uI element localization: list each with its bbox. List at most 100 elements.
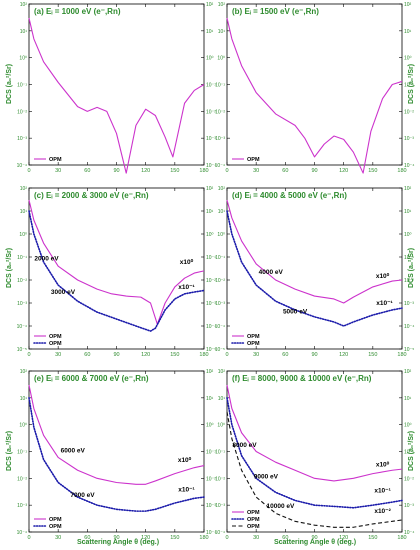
x-axis-label-right: Scattering Angle θ (deg.) — [274, 539, 356, 546]
panel-a-ytick-label: 10⁻³ — [17, 136, 27, 142]
panel-d-annotation: x10⁰ — [376, 272, 390, 280]
panel-f-title: (f) Eᵢ = 8000, 9000 & 10000 eV (e⁻,Rn) — [232, 374, 372, 383]
panel-b-ytick-label-right: 10² — [404, 2, 412, 8]
panel-c-ytick-label: 10⁻³ — [17, 301, 27, 307]
panel-f-legend-label: OPM — [247, 524, 260, 530]
panel-f-annotation: x10⁰ — [376, 460, 390, 468]
panel-f-ytick-label-right: 10⁻³ — [404, 503, 414, 509]
panel-b-xtick-label: 150 — [368, 168, 377, 174]
panel-d-xtick-label: 90 — [311, 352, 317, 358]
panel-c-ytick-label-right: 10⁻⁵ — [206, 347, 216, 353]
panel-b-xtick-label: 60 — [282, 168, 288, 174]
panel-d-xtick-label: 180 — [397, 352, 406, 358]
panel-d-ytick-label-right: 10² — [404, 186, 412, 192]
panel-b-ytick-label: 10⁻¹ — [215, 83, 225, 89]
panel-b-ytick-label-right: 10¹ — [404, 29, 412, 35]
panel-e-ytick-label: 10¹ — [20, 396, 28, 402]
panel-e-xtick-label: 30 — [55, 535, 61, 541]
panel-d-legend-label: OPM — [247, 334, 260, 340]
panel-e-title: (e) Eᵢ = 6000 & 7000 eV (e⁻,Rn) — [34, 374, 149, 383]
panel-a-ytick-label-right: 10⁰ — [206, 56, 214, 62]
panel-a-ytick-label: 10⁻⁴ — [17, 163, 27, 169]
panel-b-xtick-label: 0 — [225, 168, 228, 174]
panel-a-xtick-label: 60 — [84, 168, 90, 174]
panel-f-ytick-label: 10¹ — [218, 396, 226, 402]
panel-c-ytick-label: 10⁻⁵ — [17, 347, 27, 353]
panel-c-ytick-label: 10¹ — [20, 209, 28, 215]
panel-d-ytick-label-right: 10⁻³ — [404, 301, 414, 307]
panel-a-ytick-label-right: 10¹ — [206, 29, 214, 35]
panel-a-xtick-label: 120 — [141, 168, 150, 174]
panel-b-xtick-label: 90 — [311, 168, 317, 174]
panel-e-ytick-label-right: 10⁻² — [206, 476, 216, 482]
panel-c-ytick-label: 10² — [20, 186, 28, 192]
panel-c-ytick-label-right: 10¹ — [206, 209, 214, 215]
panel-d-annotation: 4000 eV — [259, 269, 284, 276]
panel-a-title: (a) Eᵢ = 1000 eV (e⁻,Rn) — [34, 7, 121, 16]
panel-a-ytick-label-right: 10² — [206, 2, 214, 8]
panel-e-series-1-line — [28, 384, 205, 485]
panel-c-ytick-label: 10⁰ — [19, 232, 27, 238]
panel-d-ytick-label: 10¹ — [218, 209, 226, 215]
panel-a-frame — [28, 3, 205, 166]
panel-c-xtick-label: 180 — [199, 352, 208, 358]
panel-f-xtick-label: 120 — [339, 535, 348, 541]
panel-f-annotation: 9000 eV — [254, 473, 279, 480]
panel-b-ytick-label: 10⁻⁴ — [215, 163, 225, 169]
panel-f-annotation: 8000 eV — [232, 442, 257, 449]
panel-b-ytick-label-right: 10⁻⁴ — [404, 163, 414, 169]
panel-b-ytick-label: 10⁰ — [217, 56, 225, 62]
panel-e-ytick-label: 10⁻³ — [17, 503, 27, 509]
panel-f-ytick-label: 10² — [218, 369, 226, 375]
panel-d-ytick-label: 10² — [218, 186, 226, 192]
x-axis-label-left: Scattering Angle θ (deg.) — [77, 539, 159, 546]
panel-d-ytick-label-right: 10⁰ — [404, 232, 412, 238]
panel-e-legend-label: OPM — [49, 517, 62, 523]
panel-a-legend-label: OPM — [49, 157, 62, 163]
panel-c-ytick-label-right: 10⁰ — [206, 232, 214, 238]
panel-f-ytick-label-right: 10² — [404, 369, 412, 375]
panel-c-xtick-label: 120 — [141, 352, 150, 358]
panel-d-xtick-label: 120 — [339, 352, 348, 358]
panel-b-frame — [226, 3, 403, 166]
panel-a-xtick-label: 0 — [27, 168, 30, 174]
panel-c-series-2-line — [28, 210, 205, 332]
panel-e-ytick-label: 10² — [20, 369, 28, 375]
panel-e-ytick-label-right: 10² — [206, 369, 214, 375]
panel-c-annotation: 3000 eV — [51, 289, 76, 296]
panel-e-ytick-label: 10⁻⁴ — [17, 530, 27, 536]
panel-e-xtick-label: 0 — [27, 535, 30, 541]
panel-b-ytick-label-right: 10⁻¹ — [404, 83, 414, 89]
panel-d-ytick-label: 10⁰ — [217, 232, 225, 238]
panel-c-legend-label: OPM — [49, 341, 62, 347]
panel-c-legend-label: OPM — [49, 334, 62, 340]
panel-b-ytick-label: 10⁻² — [215, 109, 225, 115]
y-axis-label-left-row3: DCS (a₀²/Sr) — [6, 431, 13, 471]
panel-b-ytick-label: 10² — [218, 2, 226, 8]
panel-e-annotation: 7000 eV — [70, 492, 95, 499]
panel-f-ytick-label-right: 10¹ — [404, 396, 412, 402]
panel-b-xtick-label: 180 — [397, 168, 406, 174]
panel-f-xtick-label: 0 — [225, 535, 228, 541]
y-axis-label-left-row2: DCS (a₀²/Sr) — [6, 248, 13, 288]
panel-d-frame — [226, 187, 403, 350]
panel-f-ytick-label-right: 10⁻¹ — [404, 450, 414, 456]
panel-d-xtick-label: 0 — [225, 352, 228, 358]
panel-d-ytick-label-right: 10⁻² — [404, 278, 414, 284]
panel-e-ytick-label-right: 10⁻⁴ — [206, 530, 216, 536]
panel-e-xtick-label: 90 — [113, 535, 119, 541]
panel-c-annotation: 2000 eV — [34, 256, 59, 263]
panel-a-ytick-label: 10⁻² — [17, 109, 27, 115]
panel-b-ytick-label-right: 10⁻³ — [404, 136, 414, 142]
panel-d-ytick-label-right: 10¹ — [404, 209, 412, 215]
panel-c-xtick-label: 30 — [55, 352, 61, 358]
panel-b-ytick-label: 10¹ — [218, 29, 226, 35]
panel-e-ytick-label-right: 10⁻³ — [206, 503, 216, 509]
panel-f-ytick-label-right: 10⁰ — [404, 423, 412, 429]
panel-b-series-1-line — [226, 17, 403, 174]
panel-e-xtick-label: 120 — [141, 535, 150, 541]
panel-c-title: (c) Eᵢ = 2000 & 3000 eV (e⁻,Rn) — [34, 191, 149, 200]
panel-d-title: (d) Eᵢ = 4000 & 5000 eV (e⁻,Rn) — [232, 191, 347, 200]
panel-b-ytick-label-right: 10⁻² — [404, 109, 414, 115]
panel-d-ytick-label-right: 10⁻¹ — [404, 255, 414, 261]
